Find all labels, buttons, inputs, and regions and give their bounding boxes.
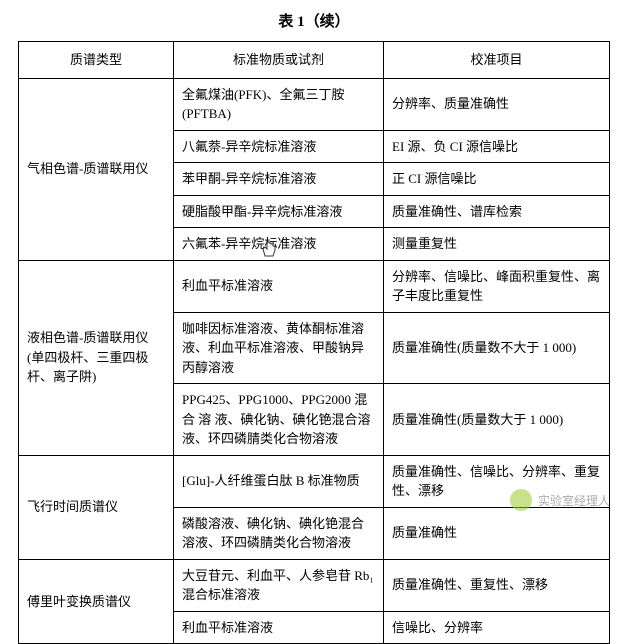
section3-label: 飞行时间质谱仪 (19, 455, 174, 559)
cell: 质量准确性 (384, 507, 610, 559)
cell: 咖啡因标准溶液、黄体酮标准溶液、利血平标准溶液、甲酸钠异丙醇溶液 (174, 312, 384, 384)
table-title: 表 1（续） (18, 10, 610, 31)
cell: [Glu]-人纤维蛋白肽 B 标准物质 (174, 455, 384, 507)
cell: 苯甲酮-异辛烷标准溶液 (174, 163, 384, 196)
cell: 信噪比、分辨率 (384, 611, 610, 644)
section2-label: 液相色谱-质谱联用仪(单四极杆、三重四极杆、离子阱) (19, 260, 174, 455)
cell: 磷酸溶液、碘化钠、碘化铯混合溶液、环四磷腈类化合物溶液 (174, 507, 384, 559)
section4-label: 傅里叶变换质谱仪 (19, 559, 174, 644)
data-table: 质谱类型 标准物质或试剂 校准项目 气相色谱-质谱联用仪 全氟煤油(PFK)、全… (18, 41, 610, 644)
table-row: 气相色谱-质谱联用仪 全氟煤油(PFK)、全氟三丁胺(PFTBA) 分辨率、质量… (19, 78, 610, 130)
header-col2: 标准物质或试剂 (174, 42, 384, 79)
cell: 测量重复性 (384, 228, 610, 261)
header-col1: 质谱类型 (19, 42, 174, 79)
cell: 分辨率、信噪比、峰面积重复性、离子丰度比重复性 (384, 260, 610, 312)
watermark-icon (510, 489, 532, 511)
cell: 正 CI 源信噪比 (384, 163, 610, 196)
section1-label: 气相色谱-质谱联用仪 (19, 78, 174, 260)
table-row: 傅里叶变换质谱仪 大豆苷元、利血平、人参皂苷 Rb₁ 混合标准溶液 质量准确性、… (19, 559, 610, 611)
cell: 分辨率、质量准确性 (384, 78, 610, 130)
cell: 八氟萘-异辛烷标准溶液 (174, 130, 384, 163)
cell: PPG425、PPG1000、PPG2000 混 合 溶 液、碘化钠、碘化铯混合… (174, 384, 384, 456)
cell: 硬脂酸甲酯-异辛烷标准溶液 (174, 195, 384, 228)
header-row: 质谱类型 标准物质或试剂 校准项目 (19, 42, 610, 79)
cell: EI 源、负 CI 源信噪比 (384, 130, 610, 163)
header-col3: 校准项目 (384, 42, 610, 79)
cell: 质量准确性(质量数不大于 1 000) (384, 312, 610, 384)
watermark: 实验室经理人 (510, 489, 610, 511)
cell: 全氟煤油(PFK)、全氟三丁胺(PFTBA) (174, 78, 384, 130)
cell: 质量准确性(质量数大于 1 000) (384, 384, 610, 456)
cell: 大豆苷元、利血平、人参皂苷 Rb₁ 混合标准溶液 (174, 559, 384, 611)
cell: 质量准确性、谱库检索 (384, 195, 610, 228)
cell: 利血平标准溶液 (174, 611, 384, 644)
watermark-text: 实验室经理人 (538, 492, 610, 509)
cell: 六氟苯-异辛烷标准溶液 (174, 228, 384, 261)
table-row: 液相色谱-质谱联用仪(单四极杆、三重四极杆、离子阱) 利血平标准溶液 分辨率、信… (19, 260, 610, 312)
cell: 质量准确性、重复性、漂移 (384, 559, 610, 611)
cell: 利血平标准溶液 (174, 260, 384, 312)
